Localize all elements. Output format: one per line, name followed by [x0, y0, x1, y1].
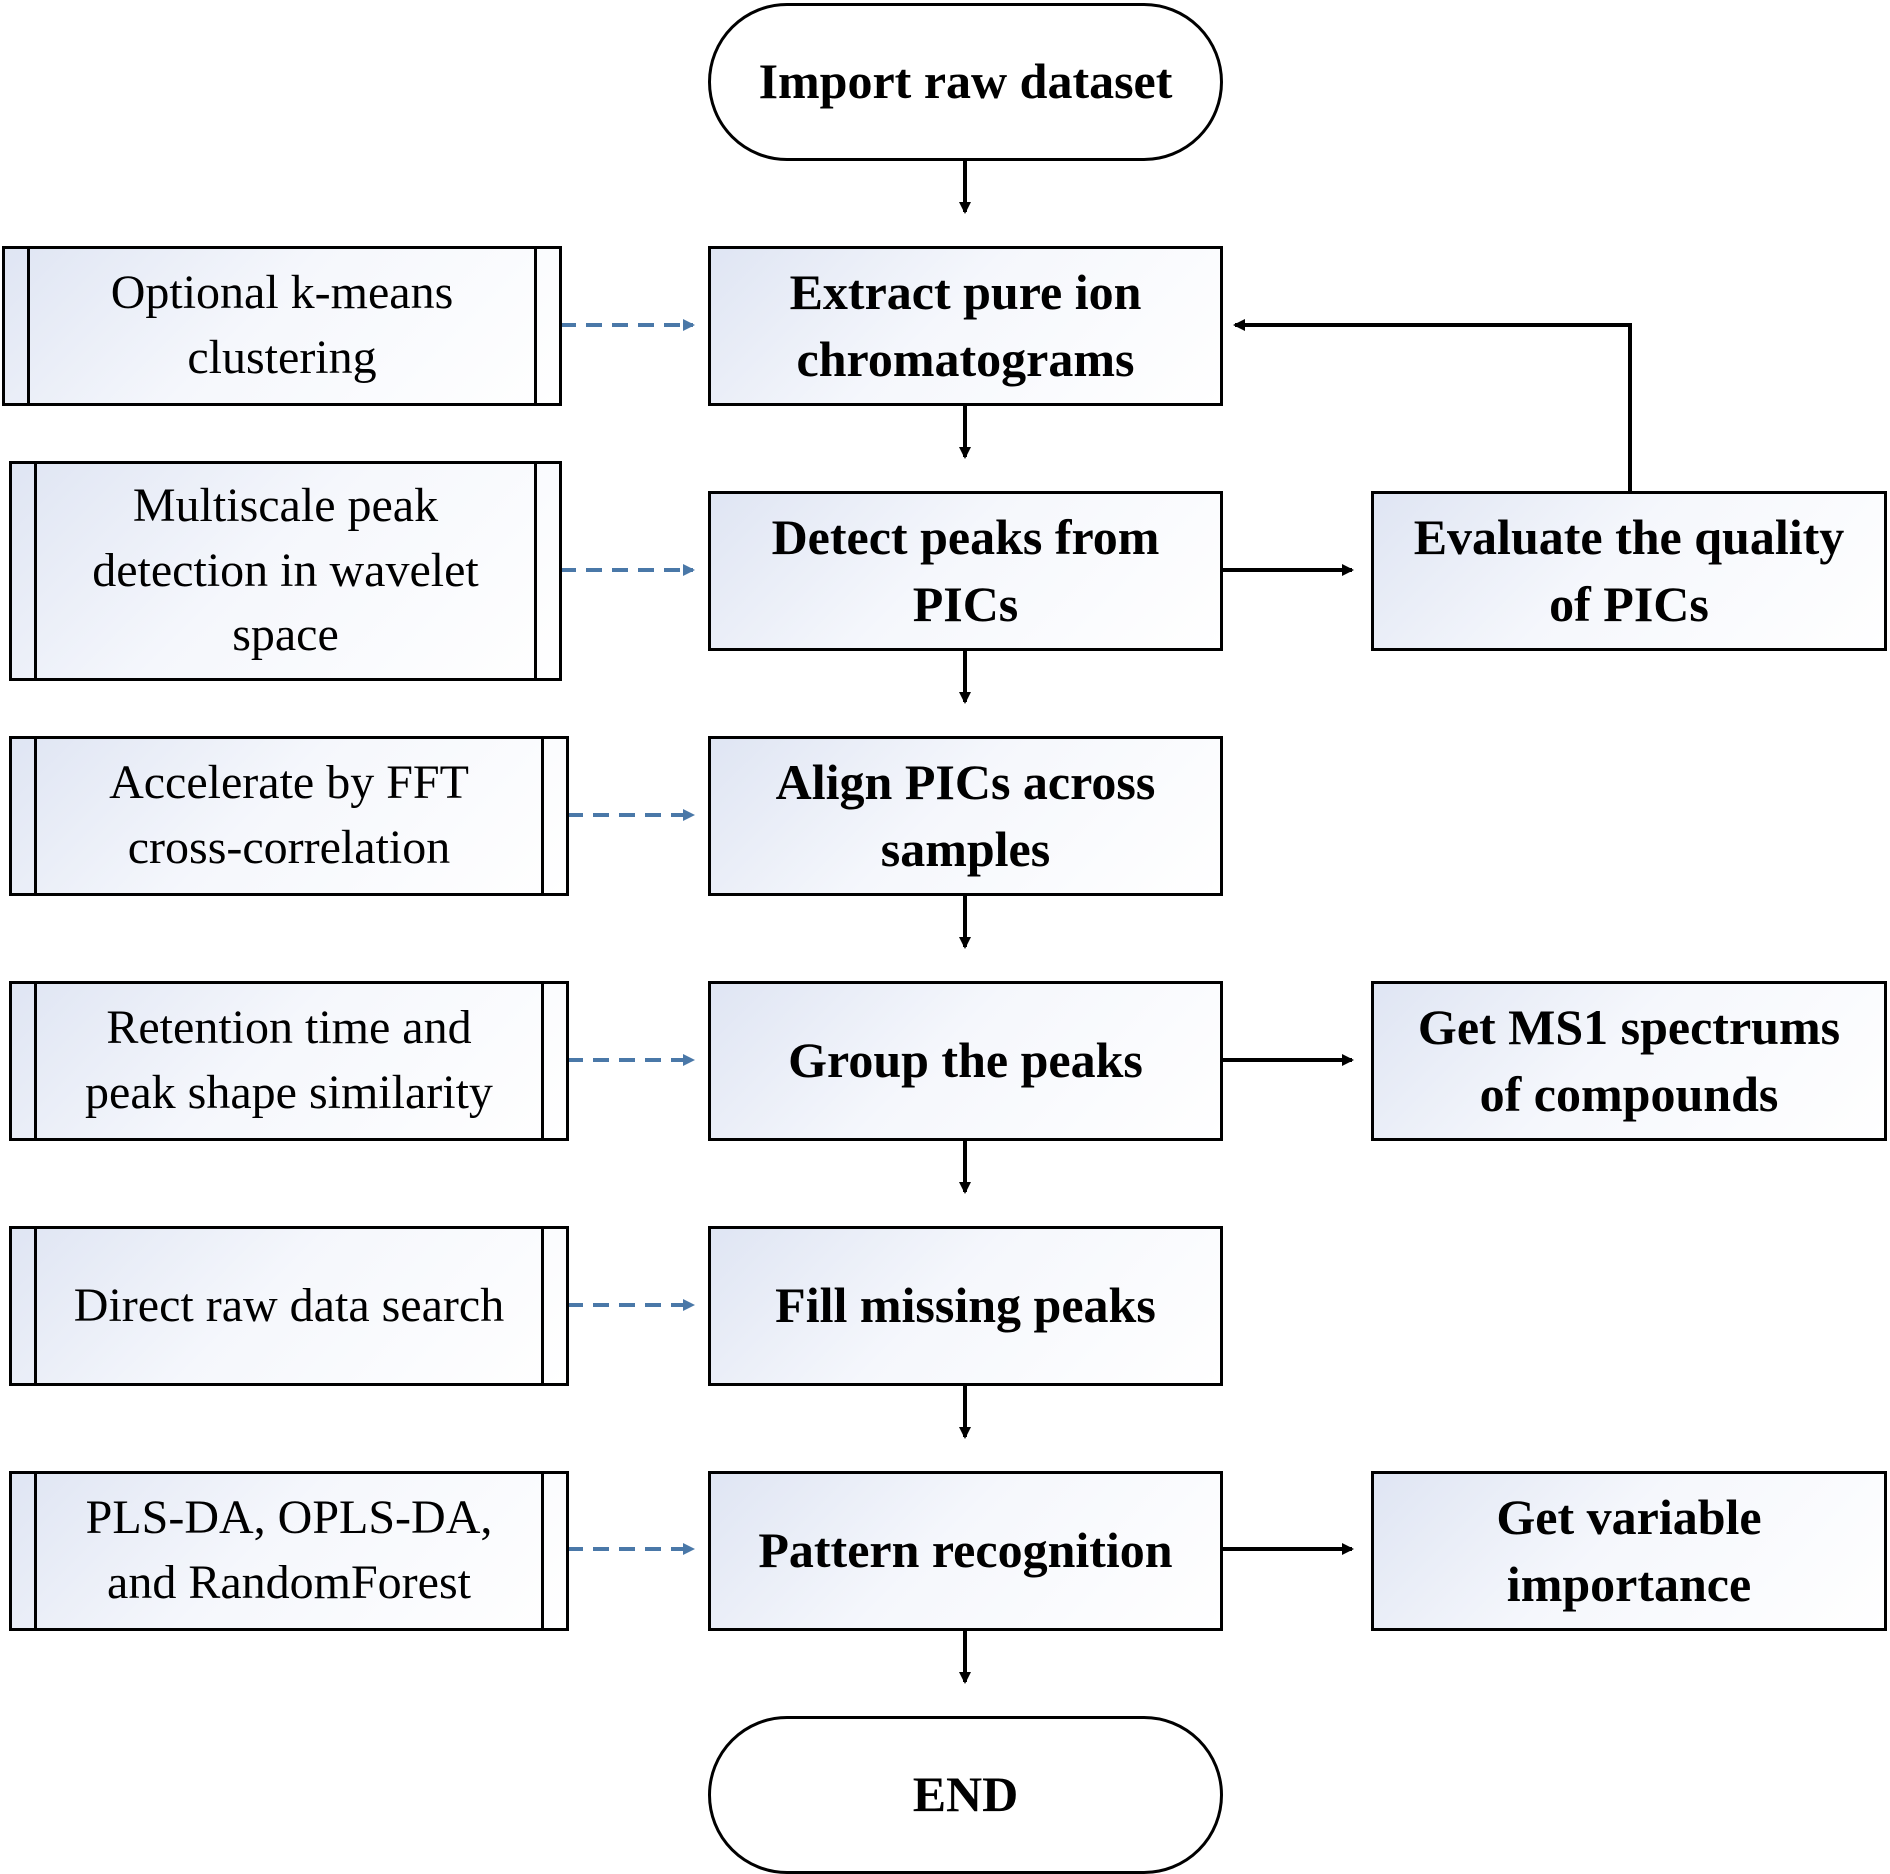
step-align-pics: Align PICs across samples [708, 736, 1223, 896]
step-pattern-recognition: Pattern recognition [708, 1471, 1223, 1631]
output-quality: Evaluate the quality of PICs [1371, 491, 1887, 651]
step-fill-missing: Fill missing peaks [708, 1226, 1223, 1386]
method-wavelet: Multiscale peak detection in wavelet spa… [9, 461, 562, 681]
method-classifiers: PLS-DA, OPLS-DA, and RandomForest [9, 1471, 569, 1631]
step-extract-pics: Extract pure ion chromatograms [708, 246, 1223, 406]
step-detect-peaks: Detect peaks from PICs [708, 491, 1223, 651]
method-kmeans: Optional k-means clustering [2, 246, 562, 406]
start-terminal: Import raw dataset [708, 3, 1223, 161]
method-raw-search: Direct raw data search [9, 1226, 569, 1386]
arrow-quality-feedback-to-extract [1233, 319, 1632, 492]
step-group-peaks: Group the peaks [708, 981, 1223, 1141]
output-importance: Get variable importance [1371, 1471, 1887, 1631]
output-ms1: Get MS1 spectrums of compounds [1371, 981, 1887, 1141]
method-fft: Accelerate by FFT cross-correlation [9, 736, 569, 896]
method-similarity: Retention time and peak shape similarity [9, 981, 569, 1141]
end-terminal: END [708, 1716, 1223, 1874]
